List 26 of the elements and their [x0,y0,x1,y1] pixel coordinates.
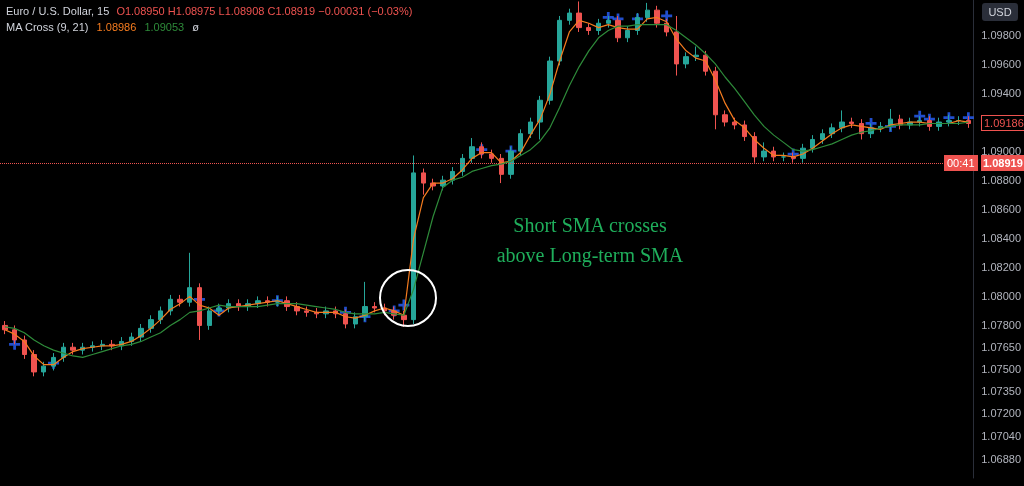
y-tick-label: 1.09400 [981,86,1021,99]
annotation: ø [192,21,199,33]
y-tick-label: 1.08800 [981,174,1021,187]
y-tick-label: 1.08000 [981,290,1021,303]
y-tick-label: 1.08600 [981,203,1021,216]
y-tick-label: 1.09600 [981,57,1021,70]
y-tick-label: 1.08200 [981,261,1021,274]
y-tick-label: 1.07500 [981,363,1021,376]
legend-title: MA Cross (9, 21) [6,21,89,33]
annotation: Short SMA crosses above Long-term SMA [495,213,685,269]
y-tick-label: 1.06880 [981,453,1021,466]
y-tick-label: 1.07350 [981,384,1021,397]
annotation: 1.09053 [144,21,185,33]
annotation: 1.08986 [96,21,137,33]
text: 1.09186 [981,115,1024,131]
annotation: 00:41 [944,154,978,171]
chart-subtitle: O1.08950 H1.08975 L1.08908 C1.08919 −0.00031 (−0.03%) [116,5,413,17]
y-tick-label: 1.07800 [981,319,1021,332]
y-tick-label: 1.07040 [981,429,1021,442]
ref-line-label: 1.08919 [981,154,1024,171]
y-tick-label: 1.08400 [981,232,1021,245]
y-tick-label: 1.09800 [981,28,1021,41]
y-tick-label: 1.07200 [981,406,1021,419]
text: USD [982,3,1018,21]
chart-title: Euro / U.S. Dollar, 15 [6,5,110,17]
y-tick-label: 1.07650 [981,341,1021,354]
